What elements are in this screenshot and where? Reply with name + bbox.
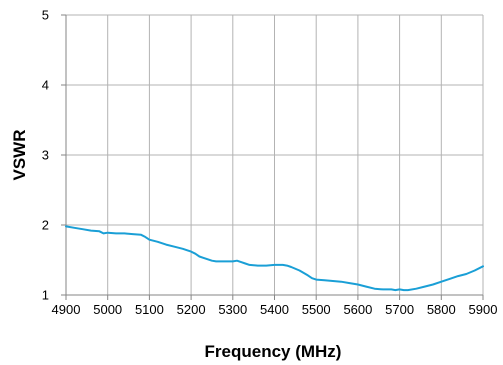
vswr-series-line [65, 225, 484, 292]
y-axis-title: VSWR [10, 130, 29, 181]
series-layer [65, 225, 484, 292]
x-tick-label: 5900 [469, 302, 498, 317]
x-tick-label: 5300 [218, 302, 247, 317]
x-tick-label: 5100 [135, 302, 164, 317]
x-tick-label: 5800 [427, 302, 456, 317]
x-tick-label: 5700 [385, 302, 414, 317]
y-tick-label: 2 [42, 218, 49, 233]
grid-lines [66, 14, 484, 295]
axis-lines [61, 14, 484, 300]
y-tick-label: 3 [42, 148, 49, 163]
y-tick-label: 1 [42, 288, 49, 303]
x-axis-title: Frequency (MHz) [205, 342, 342, 361]
y-tick-label: 4 [42, 78, 49, 93]
x-tick-label: 5500 [302, 302, 331, 317]
x-tick-label: 5200 [177, 302, 206, 317]
y-tick-label: 5 [42, 8, 49, 23]
x-tick-label: 5000 [93, 302, 122, 317]
x-tick-label: 4900 [52, 302, 81, 317]
tick-labels: 1 2 3 4 5 4900 5000 5100 5200 5300 5400 5500 5600 570… [42, 8, 498, 318]
x-tick-label: 5400 [260, 302, 289, 317]
x-tick-label: 5600 [343, 302, 372, 317]
